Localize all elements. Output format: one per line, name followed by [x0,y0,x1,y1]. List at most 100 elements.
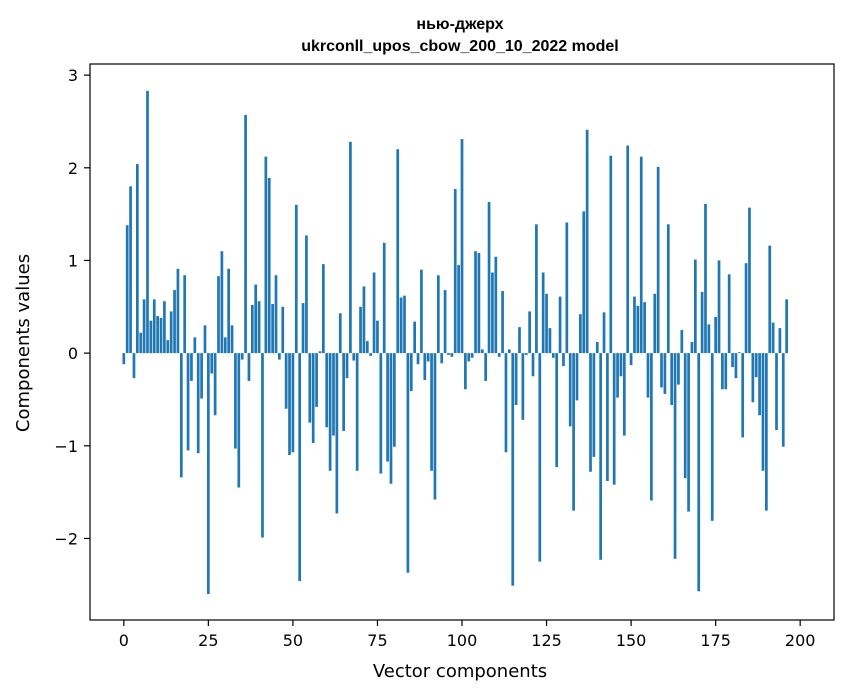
bar [545,293,548,354]
bar [318,351,322,354]
bar [409,353,413,392]
bar [704,203,707,354]
y-tick-label: 2 [68,159,78,178]
bar [288,353,291,456]
bar [301,303,305,354]
bar [741,353,745,438]
y-axis-label: Components values [13,254,34,432]
x-tick-label: 175 [700,631,731,650]
bar [785,299,789,354]
bar [575,353,579,401]
bar [393,353,396,447]
bar [751,353,755,403]
bar [271,304,274,354]
bar [582,211,586,354]
bar [673,353,677,559]
bar [781,353,785,447]
bar [710,353,714,521]
bar [240,353,244,360]
bar [717,260,721,354]
bar [213,353,217,416]
bar [210,353,214,374]
bar [365,341,369,354]
bar [595,342,599,354]
bar [382,242,386,354]
bar [291,353,295,453]
bar [497,353,501,357]
bar [372,272,376,354]
bar [660,353,663,388]
bar [612,353,616,485]
bar [619,353,623,377]
bar [315,353,318,407]
x-tick-label: 75 [367,631,387,650]
bar [511,353,515,586]
bar [646,353,650,398]
bar [156,316,159,354]
bar [514,353,518,406]
bar [349,141,352,354]
bar [656,166,660,354]
bar [447,353,450,355]
bar [609,155,613,354]
chart-title-line1: нью-джерх [416,16,503,33]
bar [771,322,775,354]
bar [670,353,674,406]
bar [666,224,670,354]
x-tick-label: 50 [283,631,303,650]
bar [633,296,636,354]
bar [524,353,528,355]
bar [558,296,562,354]
bar [135,164,139,354]
bar [274,275,278,354]
bar [335,353,339,514]
bar [223,337,227,354]
bar [460,139,464,354]
bar [714,316,717,354]
bar [737,352,741,354]
bar [227,268,231,354]
bar [413,321,417,354]
bar [230,325,234,354]
x-axis-label: Vector components [373,661,547,682]
bar [731,353,734,368]
bar [254,284,258,354]
bar [450,353,454,357]
bar [687,353,690,512]
x-tick-label: 125 [531,631,562,650]
bar [562,353,565,367]
bar [707,324,711,354]
bar [518,327,521,354]
bar [376,320,379,354]
bar [399,297,403,354]
bar [643,302,646,354]
bar [196,353,200,454]
bar [423,353,427,380]
bar [179,353,183,478]
bar [697,353,701,592]
bar [332,353,335,436]
bar [342,353,345,431]
bar [163,301,166,354]
bar [477,253,481,354]
bar [748,207,751,354]
bar [396,149,400,354]
bar [606,353,609,481]
bar [200,353,203,399]
bar [166,340,170,354]
bar [416,353,420,365]
bar [663,353,667,394]
bar [308,353,312,423]
bar [436,275,440,354]
bar [548,328,552,354]
bar [507,349,511,354]
bar [284,353,288,409]
bar [281,306,285,354]
bar [504,353,508,453]
bar [744,263,748,354]
bar [491,272,494,354]
bar [464,353,467,390]
bar [142,299,146,354]
bar [406,353,410,573]
bar [298,353,302,582]
